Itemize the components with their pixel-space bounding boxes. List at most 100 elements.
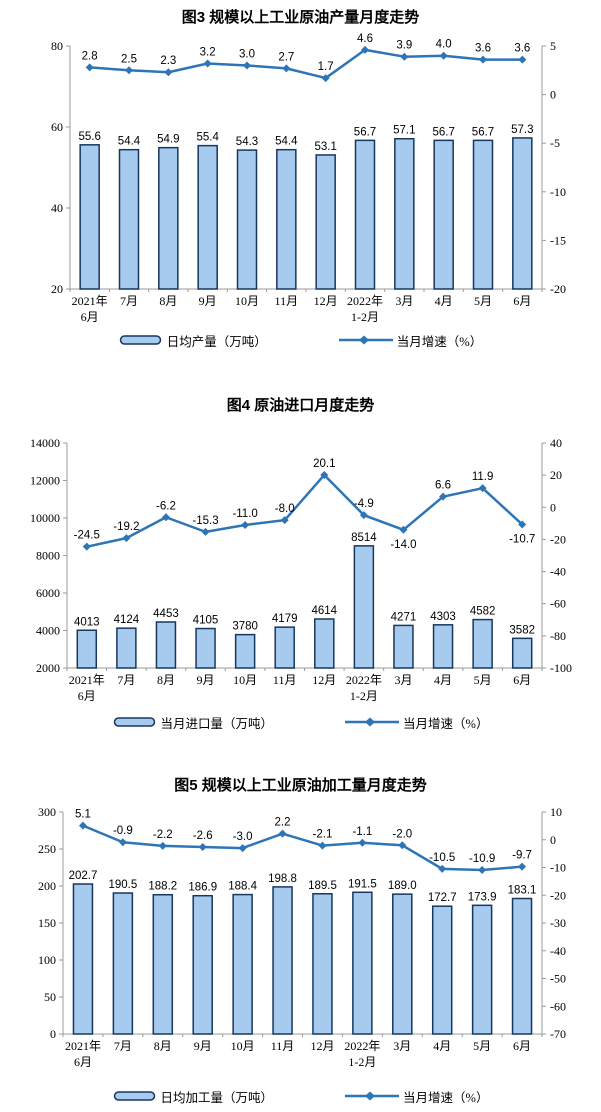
svg-text:20: 20 xyxy=(51,282,63,296)
svg-text:2.7: 2.7 xyxy=(278,51,294,63)
svg-text:55.4: 55.4 xyxy=(196,132,219,144)
svg-text:4179: 4179 xyxy=(272,613,298,625)
svg-text:-11.0: -11.0 xyxy=(232,508,257,520)
chart5-legend-bar-label: 日均加工量（万吨） xyxy=(160,1090,274,1105)
svg-text:-9.7: -9.7 xyxy=(512,850,532,862)
svg-text:-2.6: -2.6 xyxy=(193,830,213,842)
svg-text:0: 0 xyxy=(550,88,556,102)
svg-text:-14.0: -14.0 xyxy=(390,539,416,551)
svg-text:4.6: 4.6 xyxy=(357,33,373,45)
svg-text:10000: 10000 xyxy=(30,511,60,525)
svg-text:-60: -60 xyxy=(550,597,566,611)
svg-text:4303: 4303 xyxy=(430,611,456,623)
svg-text:-2.1: -2.1 xyxy=(313,829,333,841)
svg-text:2.2: 2.2 xyxy=(275,817,291,829)
svg-text:53.1: 53.1 xyxy=(314,141,336,153)
svg-text:6月: 6月 xyxy=(513,294,531,308)
svg-text:-40: -40 xyxy=(550,565,566,579)
svg-text:6月: 6月 xyxy=(513,1039,531,1053)
svg-text:173.9: 173.9 xyxy=(468,891,497,903)
svg-text:4614: 4614 xyxy=(311,605,337,617)
svg-text:20.1: 20.1 xyxy=(313,458,335,470)
svg-text:2.5: 2.5 xyxy=(121,53,137,65)
svg-text:150: 150 xyxy=(38,916,56,930)
svg-text:4453: 4453 xyxy=(153,608,179,620)
svg-text:189.5: 189.5 xyxy=(308,880,337,892)
svg-text:-4.9: -4.9 xyxy=(354,498,374,510)
svg-text:12月: 12月 xyxy=(312,673,336,687)
svg-text:3.6: 3.6 xyxy=(514,43,530,55)
svg-text:4.0: 4.0 xyxy=(436,39,452,51)
svg-text:6.6: 6.6 xyxy=(435,480,451,492)
svg-text:4124: 4124 xyxy=(114,614,140,626)
svg-text:-15: -15 xyxy=(550,233,566,247)
svg-text:3.0: 3.0 xyxy=(239,48,255,60)
svg-text:198.8: 198.8 xyxy=(268,873,297,885)
svg-text:8月: 8月 xyxy=(154,1039,172,1053)
svg-text:-5: -5 xyxy=(550,136,560,150)
svg-text:172.7: 172.7 xyxy=(428,892,457,904)
svg-text:2.3: 2.3 xyxy=(160,55,176,67)
chart5-legend-line-label: 当月增速（%） xyxy=(403,1090,489,1105)
svg-text:-100: -100 xyxy=(550,661,572,675)
svg-text:11月: 11月 xyxy=(273,673,297,687)
svg-text:183.1: 183.1 xyxy=(508,885,537,897)
svg-text:-24.5: -24.5 xyxy=(74,530,100,542)
svg-text:56.7: 56.7 xyxy=(354,126,376,138)
chart5-title: 图5 规模以上工业原油加工量月度走势 xyxy=(174,777,427,794)
svg-text:14000: 14000 xyxy=(30,436,60,450)
svg-text:-40: -40 xyxy=(550,944,566,958)
svg-text:3.9: 3.9 xyxy=(396,40,412,52)
line-swatch-icon xyxy=(345,717,400,727)
svg-text:-10.7: -10.7 xyxy=(509,533,535,545)
svg-text:60: 60 xyxy=(51,120,63,134)
svg-text:11.9: 11.9 xyxy=(472,471,494,483)
svg-text:-10: -10 xyxy=(550,861,566,875)
svg-text:6月: 6月 xyxy=(513,673,531,687)
line-swatch-icon xyxy=(345,1091,400,1101)
chart3-legend-line-item: 当月增速（%） xyxy=(338,331,482,350)
svg-text:-10.5: -10.5 xyxy=(429,852,455,864)
svg-text:-3.0: -3.0 xyxy=(233,831,253,843)
svg-text:5月: 5月 xyxy=(474,294,492,308)
svg-text:4105: 4105 xyxy=(193,615,219,627)
svg-text:20: 20 xyxy=(550,468,562,482)
svg-text:4582: 4582 xyxy=(470,606,496,618)
chart4-canvas: 14000 12000 10000 8000 6000 4000 2000 40 20 0 -20 -… xyxy=(30,436,572,703)
bar-swatch-icon xyxy=(119,335,162,345)
svg-text:-50: -50 xyxy=(550,972,566,986)
svg-text:57.1: 57.1 xyxy=(393,125,415,137)
bar-swatch-icon xyxy=(113,717,155,727)
svg-text:80: 80 xyxy=(51,39,63,53)
chart4-title: 图4 原油进口月度走势 xyxy=(226,397,375,414)
svg-text:188.2: 188.2 xyxy=(148,881,177,893)
svg-text:-2.0: -2.0 xyxy=(392,828,412,840)
svg-text:3780: 3780 xyxy=(232,621,258,633)
svg-text:-1.1: -1.1 xyxy=(352,826,372,838)
svg-text:9月: 9月 xyxy=(199,294,217,308)
svg-text:3月: 3月 xyxy=(393,1039,411,1053)
svg-text:8月: 8月 xyxy=(159,294,177,308)
svg-text:250: 250 xyxy=(38,842,56,856)
svg-text:0: 0 xyxy=(550,833,556,847)
svg-text:-8.0: -8.0 xyxy=(275,503,295,515)
chart3-legend: 日均产量（万吨） 当月增速（%） xyxy=(0,330,601,350)
svg-text:188.4: 188.4 xyxy=(228,881,257,893)
svg-text:3582: 3582 xyxy=(509,624,535,636)
svg-text:12000: 12000 xyxy=(30,474,60,488)
svg-text:-20: -20 xyxy=(550,532,566,546)
chart4-legend-line-item: 当月增速（%） xyxy=(345,713,488,732)
svg-text:-0.9: -0.9 xyxy=(113,825,133,837)
svg-text:4月: 4月 xyxy=(435,294,453,308)
svg-text:0: 0 xyxy=(550,500,556,514)
svg-text:-30: -30 xyxy=(550,916,566,930)
svg-text:202.7: 202.7 xyxy=(69,870,98,882)
chart3-section: 图3 规模以上工业原油产量月度走势 80 60 40 20 5 0 -5 -10 -15 -20 5… xyxy=(0,0,601,350)
svg-text:300: 300 xyxy=(38,805,56,819)
svg-text:5: 5 xyxy=(550,39,556,53)
svg-text:200: 200 xyxy=(38,879,56,893)
svg-text:54.4: 54.4 xyxy=(275,136,298,148)
